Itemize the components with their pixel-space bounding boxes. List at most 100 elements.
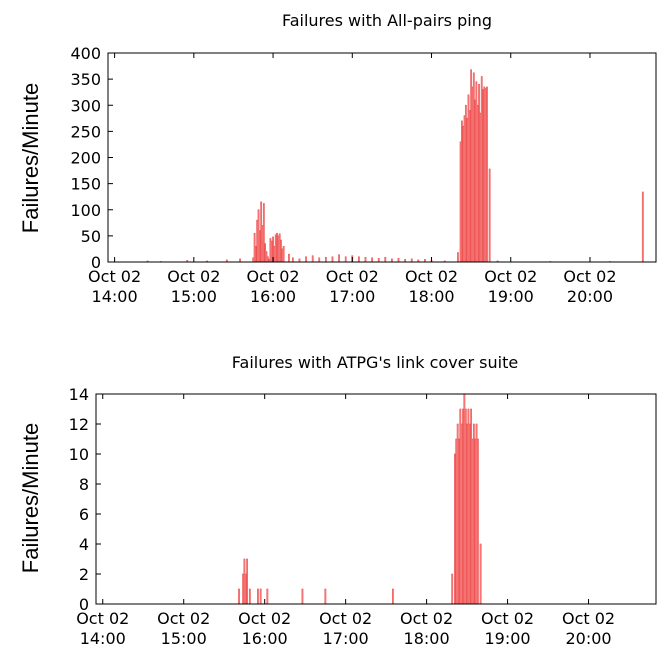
bar: [475, 423, 478, 605]
y-axis-label: Failures/Minute: [18, 423, 43, 573]
bar: [471, 438, 474, 605]
bar: [266, 588, 269, 605]
bar: [248, 588, 251, 605]
x-tick-label-date: Oct 02: [563, 267, 616, 286]
bar: [459, 141, 462, 263]
bar: [475, 81, 478, 263]
bar: [466, 423, 468, 605]
bar: [466, 118, 469, 263]
bar: [325, 256, 327, 263]
bar-series: [146, 69, 644, 263]
bar: [260, 201, 263, 263]
x-tick-label-date: Oct 02: [76, 609, 129, 628]
bar: [462, 125, 465, 263]
y-tick-label: 350: [70, 70, 101, 89]
bar: [338, 254, 340, 263]
bar: [474, 99, 476, 263]
bar: [384, 256, 387, 263]
bar: [474, 438, 477, 605]
bar: [344, 256, 347, 263]
y-tick-label: 0: [91, 253, 101, 272]
y-tick-label: 8: [79, 475, 89, 494]
y-tick-label: 14: [69, 385, 89, 404]
bar: [243, 558, 246, 605]
x-tick-label-date: Oct 02: [481, 609, 534, 628]
bar: [464, 408, 467, 605]
x-tick-label-time: 17:00: [323, 629, 369, 648]
x-tick-label-time: 20:00: [567, 287, 613, 306]
bar: [456, 423, 459, 605]
bar: [480, 76, 483, 263]
bar: [463, 393, 466, 605]
x-tick-label-time: 15:00: [171, 287, 217, 306]
plot-frame: [107, 52, 657, 263]
bar: [238, 588, 240, 605]
bar: [277, 235, 280, 263]
bar: [460, 423, 463, 605]
bar: [256, 219, 259, 263]
chart-title: Failures with ATPG's link cover suite: [232, 353, 518, 372]
y-axis-label: Failures/Minute: [18, 83, 43, 233]
bar: [278, 233, 281, 263]
bar: [324, 588, 327, 605]
y-tick-label: 0: [79, 595, 89, 614]
x-tick-label-date: Oct 02: [562, 609, 615, 628]
x-tick-label-date: Oct 02: [238, 609, 291, 628]
bar: [265, 251, 268, 263]
y-tick-label: 200: [70, 149, 101, 168]
bar: [461, 120, 463, 263]
bar: [264, 243, 266, 263]
bar: [301, 588, 304, 605]
bar: [292, 257, 294, 263]
bar: [479, 112, 482, 263]
x-tick-label-date: Oct 02: [88, 267, 141, 286]
bar: [455, 438, 458, 605]
bar: [462, 408, 464, 605]
bar: [270, 240, 273, 263]
bar: [258, 230, 261, 263]
bar: [259, 588, 262, 605]
bar: [331, 256, 334, 263]
bar: [451, 573, 454, 605]
bar: [484, 88, 487, 263]
bar: [358, 256, 360, 263]
bar: [479, 543, 482, 605]
bar: [364, 256, 367, 263]
bar: [257, 209, 260, 263]
bar: [276, 232, 278, 263]
bar: [305, 256, 307, 263]
bar: [641, 191, 644, 263]
x-tick-label-date: Oct 02: [167, 267, 220, 286]
x-tick-label-time: 18:00: [404, 629, 450, 648]
x-tick-label-date: Oct 02: [405, 267, 458, 286]
x-tick-label-time: 16:00: [242, 629, 288, 648]
bar: [257, 588, 259, 605]
bar: [371, 257, 373, 263]
y-tick-label: 2: [79, 565, 89, 584]
chart-atpg-link-cover: Failures with ATPG's link cover suite Fa…: [18, 353, 657, 648]
bar: [242, 573, 244, 605]
chart-title: Failures with All-pairs ping: [282, 11, 492, 30]
x-tick-label-date: Oct 02: [319, 609, 372, 628]
y-tick-label: 6: [79, 505, 89, 524]
bar: [246, 558, 249, 605]
y-tick-label: 4: [79, 535, 89, 554]
bar: [255, 246, 257, 263]
bar: [457, 252, 459, 263]
bar: [463, 115, 466, 263]
bar: [244, 573, 247, 605]
bar: [482, 89, 484, 263]
y-tick-label: 100: [70, 201, 101, 220]
bar: [282, 246, 285, 263]
bar: [470, 408, 473, 605]
bar: [397, 258, 400, 263]
bar: [252, 257, 255, 263]
bar: [377, 258, 380, 263]
x-tick-label-date: Oct 02: [247, 267, 300, 286]
bar: [470, 69, 472, 263]
bar: [262, 203, 265, 263]
y-tick-label: 300: [70, 96, 101, 115]
x-tick-label-date: Oct 02: [326, 267, 379, 286]
bar: [464, 104, 467, 263]
